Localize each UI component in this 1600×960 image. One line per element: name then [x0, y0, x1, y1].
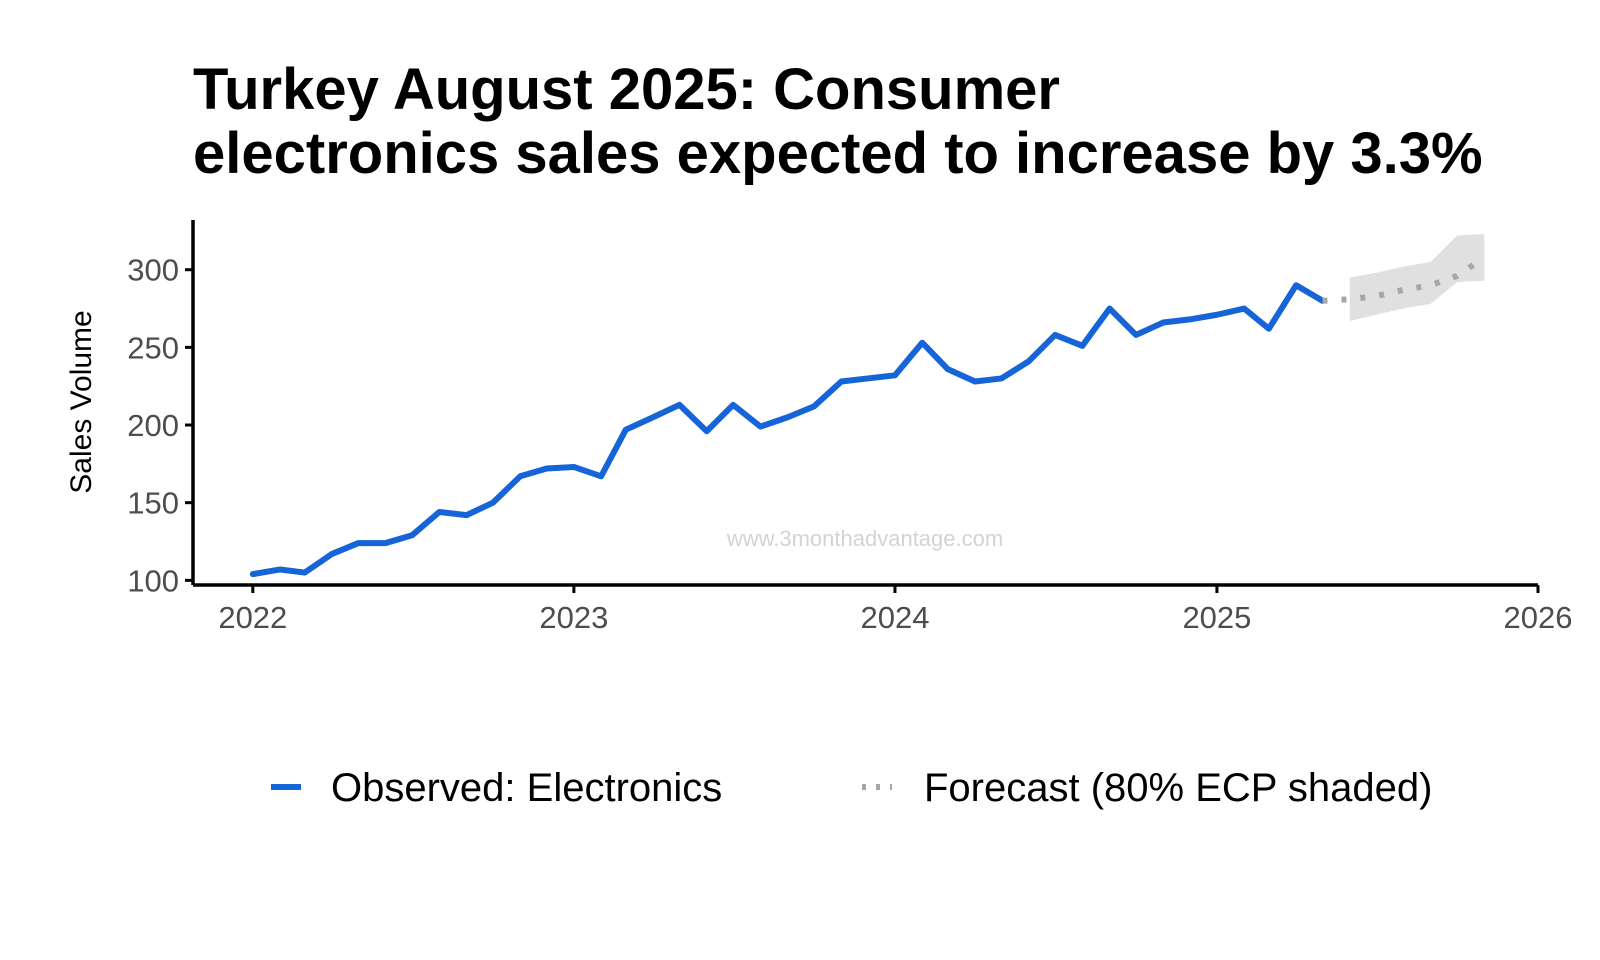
- legend-label-observed: Observed: Electronics: [331, 766, 722, 810]
- x-tick-label-2023: 2023: [539, 600, 608, 635]
- series-layer: [249, 254, 1487, 578]
- y-axis-title: Sales Volume: [65, 310, 98, 493]
- legend-label-forecast: Forecast (80% ECP shaded): [924, 766, 1432, 810]
- y-tick-label-150: 150: [127, 486, 179, 521]
- chart-title-line-1: Turkey August 2025: Consumer: [193, 57, 1060, 122]
- chart-title-line-2: electronics sales expected to increase b…: [193, 121, 1483, 186]
- x-tick-label-2026: 2026: [1504, 600, 1573, 635]
- x-tick-label-2025: 2025: [1182, 600, 1251, 635]
- axes-layer: 100 150 200 250 300 2022 2023 2024 2025 2026: [127, 220, 1572, 635]
- chart-title: Turkey August 2025: Consumer electronics…: [193, 58, 1593, 186]
- watermark-text: www.3monthadvantage.com: [726, 526, 1003, 551]
- y-tick-label-250: 250: [127, 330, 179, 365]
- legend: Observed: Electronics Forecast (80% ECP …: [271, 766, 1432, 810]
- forecast-band-layer: [1349, 233, 1485, 321]
- x-tick-label-2022: 2022: [218, 600, 287, 635]
- forecast-interval-band: [1349, 233, 1485, 321]
- observed-series-line: [249, 282, 1326, 578]
- y-tick-label-300: 300: [127, 253, 179, 288]
- forecast-series-line: [1322, 254, 1487, 304]
- y-tick-label-100: 100: [127, 563, 179, 598]
- y-tick-label-200: 200: [127, 408, 179, 443]
- x-tick-label-2024: 2024: [860, 600, 929, 635]
